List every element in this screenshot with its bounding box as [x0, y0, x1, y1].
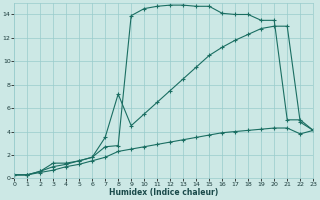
X-axis label: Humidex (Indice chaleur): Humidex (Indice chaleur) [109, 188, 218, 197]
